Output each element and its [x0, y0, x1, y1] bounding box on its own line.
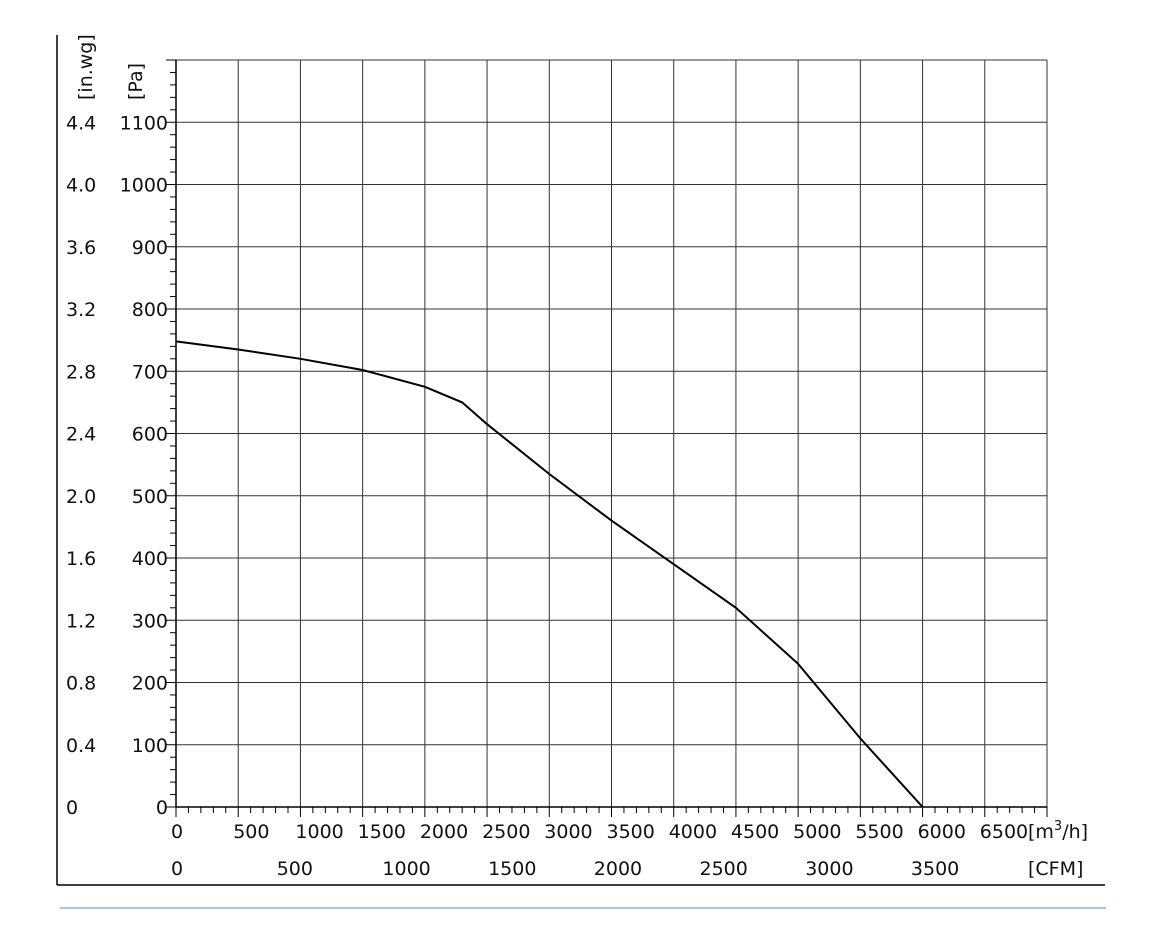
y-tick-label-pa: 0 — [156, 797, 168, 819]
grid-lines — [176, 59, 1048, 807]
x-tick-label-m3h: 1500 — [358, 821, 406, 843]
x-tick-label-m3h: 3500 — [607, 821, 655, 843]
y-tick-label-pa: 600 — [132, 424, 168, 446]
y-tick-label-inwg: 2.8 — [66, 361, 96, 383]
y-tick-label-inwg: 1.6 — [66, 548, 96, 570]
x-label-m3h-tail: /h] — [1062, 821, 1088, 843]
tick-labels: 0 500 1000 1500 2000 2500 3000 3500 4000 4500 5000… — [66, 112, 1028, 880]
y-tick-label-pa: 1000 — [120, 175, 168, 197]
y-label-inwg: [in.wg] — [75, 34, 97, 100]
x-tick-label-cfm: 0 — [171, 858, 183, 880]
series-line-0 — [175, 340, 924, 808]
y-tick-label-inwg: 1.2 — [66, 610, 96, 632]
x-tick-label-m3h: 6500 — [980, 821, 1028, 843]
x-label-m3h-base: [m — [1028, 821, 1054, 843]
x-tick-label-cfm: 2500 — [700, 858, 748, 880]
y-tick-label-inwg: 2.0 — [66, 486, 96, 508]
x-label-m3h: [m3/h] — [1028, 819, 1088, 843]
y-tick-label-pa: 200 — [132, 673, 168, 695]
x-label-m3h-sup: 3 — [1054, 819, 1062, 834]
x-tick-label-cfm: 500 — [277, 858, 313, 880]
axis-ticks — [166, 59, 1048, 817]
y-tick-label-inwg: 3.2 — [66, 299, 96, 321]
y-tick-label-inwg: 0 — [66, 797, 78, 819]
x-tick-label-m3h: 3000 — [544, 821, 592, 843]
y-tick-label-inwg: 0.4 — [66, 735, 96, 757]
y-tick-label-pa: 100 — [132, 735, 168, 757]
x-tick-label-cfm: 2000 — [594, 858, 642, 880]
y-label-pa: [Pa] — [125, 63, 147, 100]
y-tick-label-inwg: 4.0 — [66, 175, 96, 197]
x-tick-label-m3h: 1000 — [295, 821, 343, 843]
y-tick-label-pa: 1100 — [120, 112, 168, 134]
y-tick-label-pa: 800 — [132, 299, 168, 321]
series-layer — [175, 340, 924, 808]
y-tick-label-inwg: 4.4 — [66, 112, 96, 134]
y-tick-label-inwg: 3.6 — [66, 237, 96, 259]
x-tick-label-cfm: 1000 — [382, 858, 430, 880]
x-tick-label-m3h: 6000 — [918, 821, 966, 843]
x-tick-label-m3h: 5000 — [793, 821, 841, 843]
x-tick-label-cfm: 3500 — [911, 858, 959, 880]
x-tick-label-m3h: 0 — [171, 821, 183, 843]
x-tick-label-cfm: 3000 — [805, 858, 853, 880]
axes — [56, 35, 1105, 886]
y-tick-label-inwg: 2.4 — [66, 424, 96, 446]
x-tick-label-m3h: 4500 — [731, 821, 779, 843]
x-label-cfm: [CFM] — [1028, 858, 1083, 880]
y-tick-label-pa: 500 — [132, 486, 168, 508]
x-tick-label-m3h: 4000 — [669, 821, 717, 843]
y-tick-label-pa: 300 — [132, 610, 168, 632]
y-tick-label-pa: 700 — [132, 361, 168, 383]
x-tick-label-cfm: 1500 — [488, 858, 536, 880]
x-tick-label-m3h: 2500 — [482, 821, 530, 843]
x-tick-label-m3h: 5500 — [855, 821, 903, 843]
x-tick-label-m3h: 2000 — [420, 821, 468, 843]
y-tick-label-pa: 400 — [132, 548, 168, 570]
y-tick-label-inwg: 0.8 — [66, 673, 96, 695]
y-tick-label-pa: 900 — [132, 237, 168, 259]
x-tick-label-m3h: 500 — [233, 821, 269, 843]
